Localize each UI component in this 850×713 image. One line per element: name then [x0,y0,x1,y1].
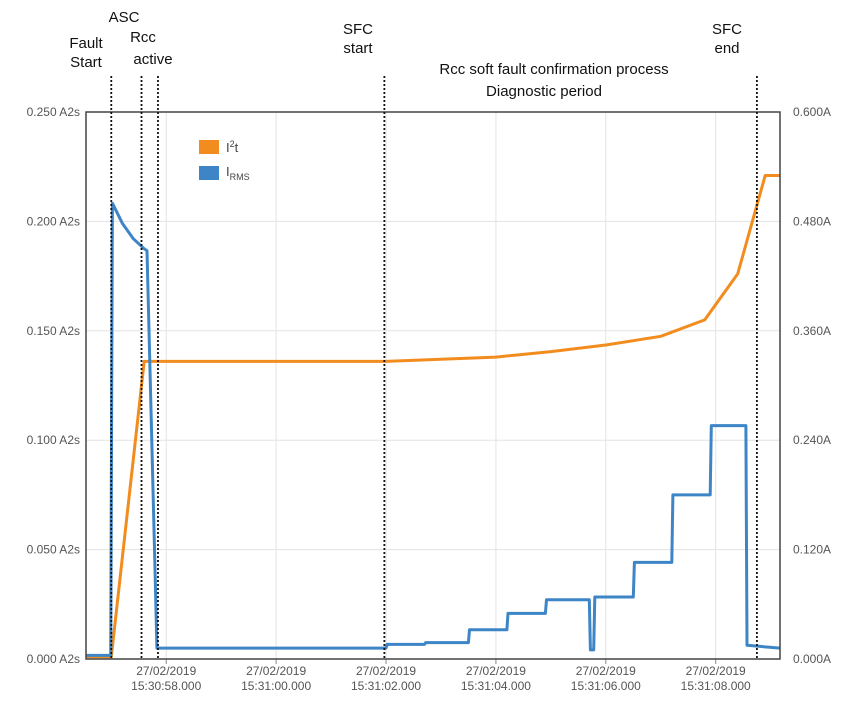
x-axis-tick-date: 27/02/2019 [686,664,746,678]
x-axis-tick-time: 15:31:04.000 [461,679,531,693]
left-axis-tick-label: 0.250 A2s [27,105,80,119]
x-axis-tick-date: 27/02/2019 [136,664,196,678]
event-marker-label: SFC [343,21,373,38]
right-axis-tick-label: 0.000A [793,652,831,666]
legend-label-i2t: I2t [226,139,239,155]
annotation-soft-fault-process: Rcc soft fault confirmation process [439,61,668,78]
series-layer [86,174,781,659]
left-axis: 0.000 A2s 0.050 A2s 0.100 A2s 0.150 A2s 0.20… [27,105,80,666]
legend-i2t-main: I [226,140,230,155]
event-marker-label: Rcc [130,29,156,46]
legend: I2t IRMS [199,139,250,182]
x-axis: 27/02/201915:30:58.00027/02/201915:31:00… [131,659,751,693]
x-axis-tick-time: 15:31:00.000 [241,679,311,693]
x-axis-tick-date: 27/02/2019 [466,664,526,678]
legend-irms-sub: RMS [230,172,250,182]
legend-label-irms: IRMS [226,164,250,182]
event-marker-label: active [133,51,172,68]
x-axis-tick-time: 15:31:02.000 [351,679,421,693]
right-axis-tick-label: 0.480A [793,214,831,228]
event-marker-label: Fault [69,35,103,52]
right-axis-tick-label: 0.120A [793,543,831,557]
event-marker-label: end [714,40,739,57]
x-axis-tick-date: 27/02/2019 [356,664,416,678]
x-axis-tick-date: 27/02/2019 [576,664,636,678]
plot-background [86,112,780,659]
right-axis-tick-label: 0.600A [793,105,831,119]
event-markers: Fault Start Rcc active SFC start SFC end [69,21,758,659]
right-axis-tick-label: 0.240A [793,433,831,447]
series-line-irms [86,201,781,657]
event-marker-label: SFC [712,21,742,38]
plot-frame [85,111,781,660]
annotation-diagnostic-period: Diagnostic period [486,83,602,100]
event-marker-label: start [343,40,373,57]
x-axis-tick-time: 15:31:08.000 [681,679,751,693]
left-axis-tick-label: 0.200 A2s [27,214,80,228]
legend-irms-main: I [226,164,230,179]
x-axis-tick-time: 15:30:58.000 [131,679,201,693]
left-axis-tick-label: 0.000 A2s [27,652,80,666]
x-axis-tick-time: 15:31:06.000 [571,679,641,693]
grid [86,112,780,659]
legend-swatch-i2t [199,140,219,154]
legend-swatch-irms [199,166,219,180]
x-axis-tick-date: 27/02/2019 [246,664,306,678]
right-axis: 0.000A 0.120A 0.240A 0.360A 0.480A 0.600A [793,105,831,666]
left-axis-tick-label: 0.100 A2s [27,433,80,447]
left-axis-tick-label: 0.050 A2s [27,543,80,557]
left-axis-tick-label: 0.150 A2s [27,324,80,338]
legend-i2t-sup: 2 [230,139,235,149]
legend-i2t-suffix: t [235,140,239,155]
series-line-i2t [86,174,780,659]
event-marker-label: Start [70,54,103,71]
right-axis-tick-label: 0.360A [793,324,831,338]
annotation-asc: ASC [109,9,140,26]
